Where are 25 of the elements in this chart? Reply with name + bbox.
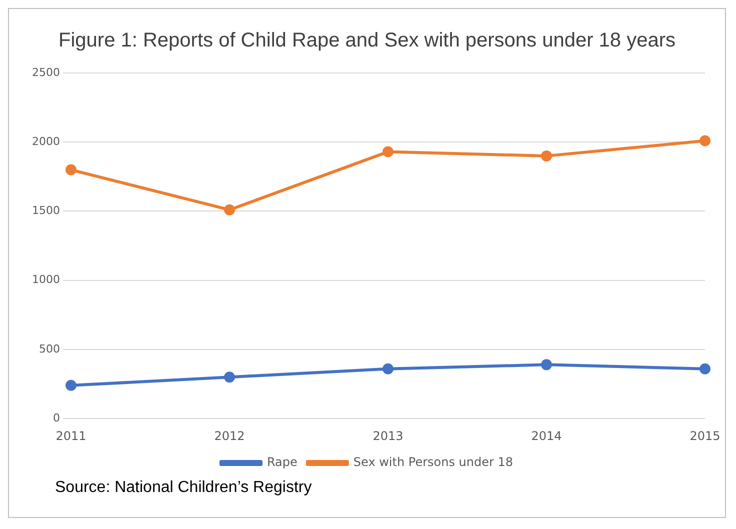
point [382, 363, 394, 374]
point [65, 380, 76, 391]
point [224, 372, 235, 383]
x-tick-label: 2012 [214, 428, 245, 443]
y-tick-label: 2000 [32, 134, 60, 148]
y-tick-label: 1500 [32, 204, 60, 218]
source-note: Source: National Children’s Registry [55, 479, 313, 497]
x-tick-label: 2013 [372, 428, 404, 443]
chart-title: Figure 1: Reports of Child Rape and Sex with persons under 18 years [58, 30, 676, 52]
point [700, 363, 710, 374]
point [700, 135, 710, 146]
x-tick-label: 2014 [531, 428, 562, 443]
point [541, 150, 552, 162]
y-tick-label: 500 [38, 342, 60, 356]
y-tick-label: 0 [52, 411, 60, 424]
legend-label: Rape [266, 455, 298, 470]
point [224, 204, 235, 216]
legend-label: Sex with Persons under 18 [353, 455, 514, 470]
point [541, 359, 552, 370]
y-tick-label: 2500 [32, 66, 60, 79]
point [382, 146, 394, 158]
x-tick-label: 2015 [690, 428, 720, 443]
x-tick-label: 2011 [56, 428, 86, 443]
y-tick-label: 1000 [32, 273, 60, 286]
point [65, 164, 76, 176]
